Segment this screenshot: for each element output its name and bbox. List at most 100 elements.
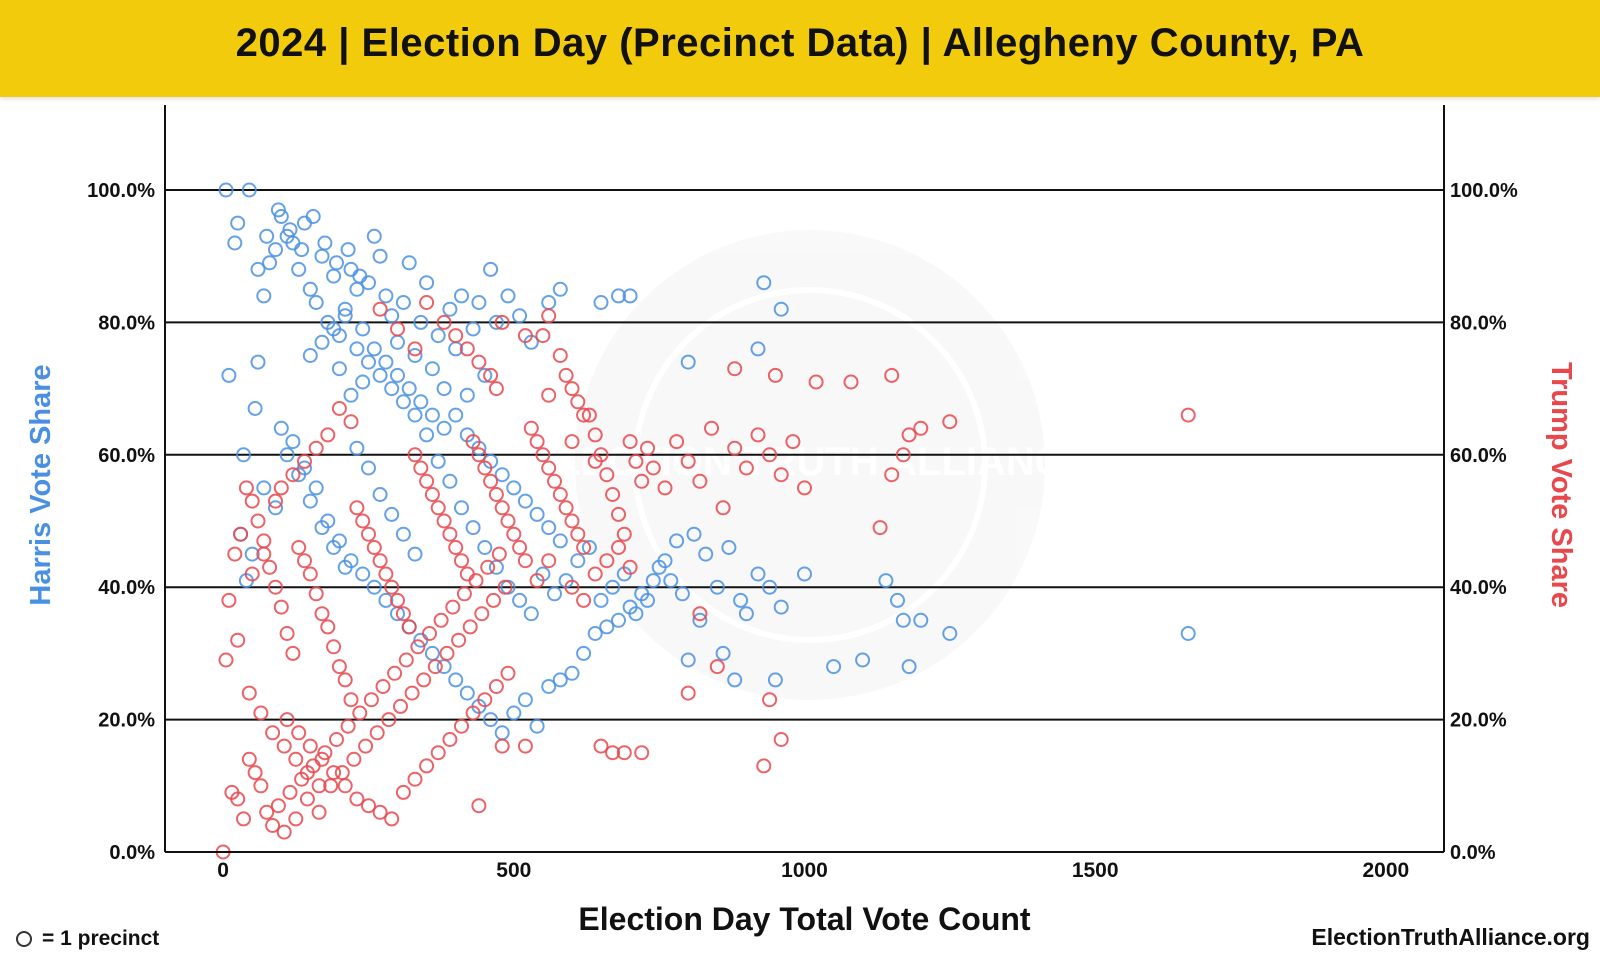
trump-point bbox=[535, 447, 551, 463]
trump-point bbox=[709, 659, 725, 675]
y-tick-label-left: 0.0% bbox=[109, 842, 155, 864]
harris-point bbox=[384, 308, 400, 324]
harris-point bbox=[750, 341, 766, 357]
trump-point bbox=[488, 381, 504, 397]
harris-point bbox=[279, 447, 295, 463]
trump-point bbox=[244, 566, 260, 582]
trump-point bbox=[581, 407, 597, 423]
harris-point bbox=[424, 645, 440, 661]
harris-point bbox=[593, 295, 609, 310]
trump-point bbox=[265, 818, 281, 833]
trump-point bbox=[465, 434, 481, 450]
harris-point bbox=[407, 407, 423, 423]
harris-point bbox=[384, 506, 400, 522]
trump-point bbox=[288, 751, 304, 767]
trump-point bbox=[381, 712, 397, 728]
x-tick-label: 2000 bbox=[1363, 859, 1410, 882]
harris-point bbox=[622, 288, 638, 304]
harris-point bbox=[268, 500, 283, 516]
trump-point bbox=[442, 526, 458, 542]
trump-point bbox=[715, 500, 731, 516]
trump-point bbox=[494, 738, 510, 754]
harris-point bbox=[218, 182, 234, 198]
harris-point bbox=[413, 314, 429, 330]
harris-point bbox=[628, 606, 644, 622]
trump-point bbox=[517, 328, 533, 344]
harris-point bbox=[337, 308, 353, 324]
harris-point bbox=[401, 381, 417, 397]
trump-point bbox=[756, 758, 772, 774]
harris-point bbox=[297, 215, 312, 231]
harris-point bbox=[645, 573, 661, 589]
harris-point bbox=[570, 553, 586, 569]
trump-point bbox=[480, 559, 496, 575]
trump-point bbox=[494, 500, 510, 516]
trump-point bbox=[680, 685, 696, 701]
trump-point bbox=[628, 453, 644, 469]
watermark-text: ELECTION TRUTH ALLIANCE bbox=[530, 440, 1091, 484]
y-tick-label-right: 60.0% bbox=[1450, 445, 1507, 467]
trump-point bbox=[314, 751, 330, 767]
harris-point bbox=[326, 268, 342, 284]
trump-point bbox=[843, 374, 859, 390]
trump-point bbox=[273, 480, 289, 496]
trump-point bbox=[265, 725, 281, 741]
harris-point bbox=[517, 692, 533, 708]
harris-point bbox=[366, 579, 382, 595]
harris-point bbox=[942, 626, 958, 641]
chart-title: 2024 | Election Day (Precinct Data) | Al… bbox=[235, 21, 1365, 65]
trump-point bbox=[471, 798, 487, 814]
harris-point bbox=[268, 242, 283, 258]
trump-point bbox=[433, 612, 449, 628]
trump-point bbox=[320, 619, 336, 635]
harris-point bbox=[419, 427, 435, 443]
harris-point bbox=[308, 480, 324, 496]
harris-point bbox=[361, 460, 376, 476]
harris-point bbox=[314, 520, 330, 536]
harris-point bbox=[314, 248, 330, 264]
precinct-legend: = 1 precinct bbox=[16, 926, 159, 952]
trump-point bbox=[427, 659, 443, 675]
harris-point bbox=[465, 321, 481, 337]
harris-point bbox=[523, 606, 539, 622]
harris-point bbox=[709, 579, 725, 595]
title-banner: 2024 | Election Day (Precinct Data) | Al… bbox=[0, 0, 1600, 97]
trump-point bbox=[311, 804, 327, 820]
harris-point bbox=[459, 685, 475, 701]
harris-point bbox=[326, 321, 342, 337]
y-tick-label-left: 60.0% bbox=[98, 445, 155, 467]
trump-point bbox=[645, 460, 661, 476]
trump-point bbox=[419, 758, 435, 774]
trump-point bbox=[279, 712, 295, 728]
harris-point bbox=[305, 209, 321, 224]
trump-point bbox=[605, 487, 621, 502]
harris-point bbox=[477, 540, 493, 555]
trump-point bbox=[326, 765, 342, 781]
trump-point bbox=[302, 738, 318, 754]
harris-point bbox=[512, 308, 528, 324]
harris-point bbox=[250, 261, 266, 277]
trump-point bbox=[529, 573, 545, 589]
trump-point bbox=[547, 473, 562, 489]
trump-point bbox=[279, 626, 295, 641]
harris-point bbox=[488, 314, 504, 330]
trump-point bbox=[599, 553, 615, 569]
trump-point bbox=[738, 460, 754, 476]
harris-point bbox=[395, 394, 411, 410]
y-tick-label-left: 80.0% bbox=[98, 312, 155, 334]
harris-point bbox=[564, 665, 580, 681]
harris-point bbox=[483, 261, 499, 277]
trump-point bbox=[692, 606, 708, 622]
harris-point bbox=[331, 361, 347, 377]
trump-point bbox=[541, 553, 557, 569]
trump-point bbox=[808, 374, 824, 390]
website-credit: ElectionTruthAlliance.org bbox=[1311, 924, 1590, 950]
harris-point bbox=[454, 500, 469, 516]
harris-point bbox=[221, 367, 237, 383]
trump-point bbox=[256, 533, 272, 549]
harris-point bbox=[227, 235, 243, 251]
trump-point bbox=[384, 579, 400, 595]
trump-point bbox=[942, 414, 958, 430]
harris-point bbox=[477, 367, 493, 383]
harris-point bbox=[471, 295, 487, 310]
